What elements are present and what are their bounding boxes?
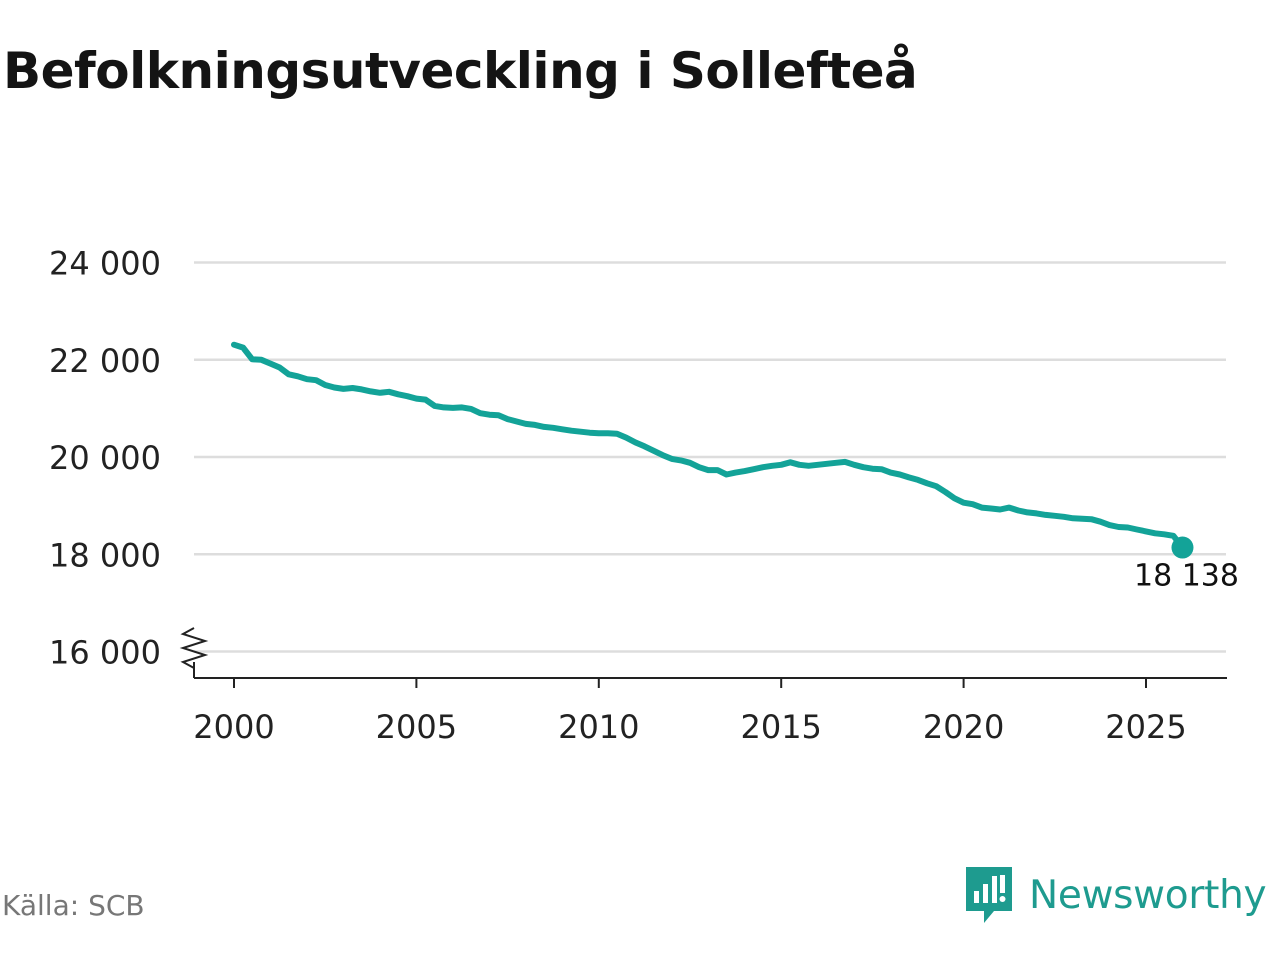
last-point-marker — [1171, 536, 1194, 559]
series-line — [231, 341, 1186, 551]
y-tick-label: 22 000 — [49, 342, 161, 380]
chart-title: Befolkningsutveckling i Sollefteå — [3, 42, 918, 100]
annotations: 18 138 — [1131, 536, 1242, 597]
x-tick-label: 2010 — [558, 708, 639, 746]
last-point-label: 18 138 — [1134, 559, 1239, 594]
source-note: Källa: SCB — [2, 889, 145, 922]
x-tick-label: 2000 — [193, 708, 274, 746]
series-group — [231, 341, 1186, 551]
y-axis-ticks: 16 000 18 000 20 000 22 000 24 000 — [49, 245, 161, 672]
chart-bubble-icon — [966, 867, 1012, 923]
x-tick-label: 2015 — [740, 708, 821, 746]
grid-lines — [194, 261, 1226, 653]
y-tick-label: 24 000 — [49, 245, 161, 283]
x-tick-label: 2020 — [923, 708, 1004, 746]
brand-logo[interactable]: Newsworthy — [963, 864, 1267, 926]
axis-break-marker — [179, 627, 209, 669]
x-axis-ticks: 2000 2005 2010 2015 2020 2025 — [193, 678, 1187, 746]
y-tick-label: 16 000 — [49, 634, 161, 672]
x-tick-label: 2005 — [376, 708, 457, 746]
x-tick-label: 2025 — [1105, 708, 1186, 746]
brand-name: Newsworthy — [1029, 872, 1267, 918]
axes — [179, 627, 1227, 679]
y-tick-label: 18 000 — [49, 536, 161, 574]
y-tick-label: 20 000 — [49, 439, 161, 477]
